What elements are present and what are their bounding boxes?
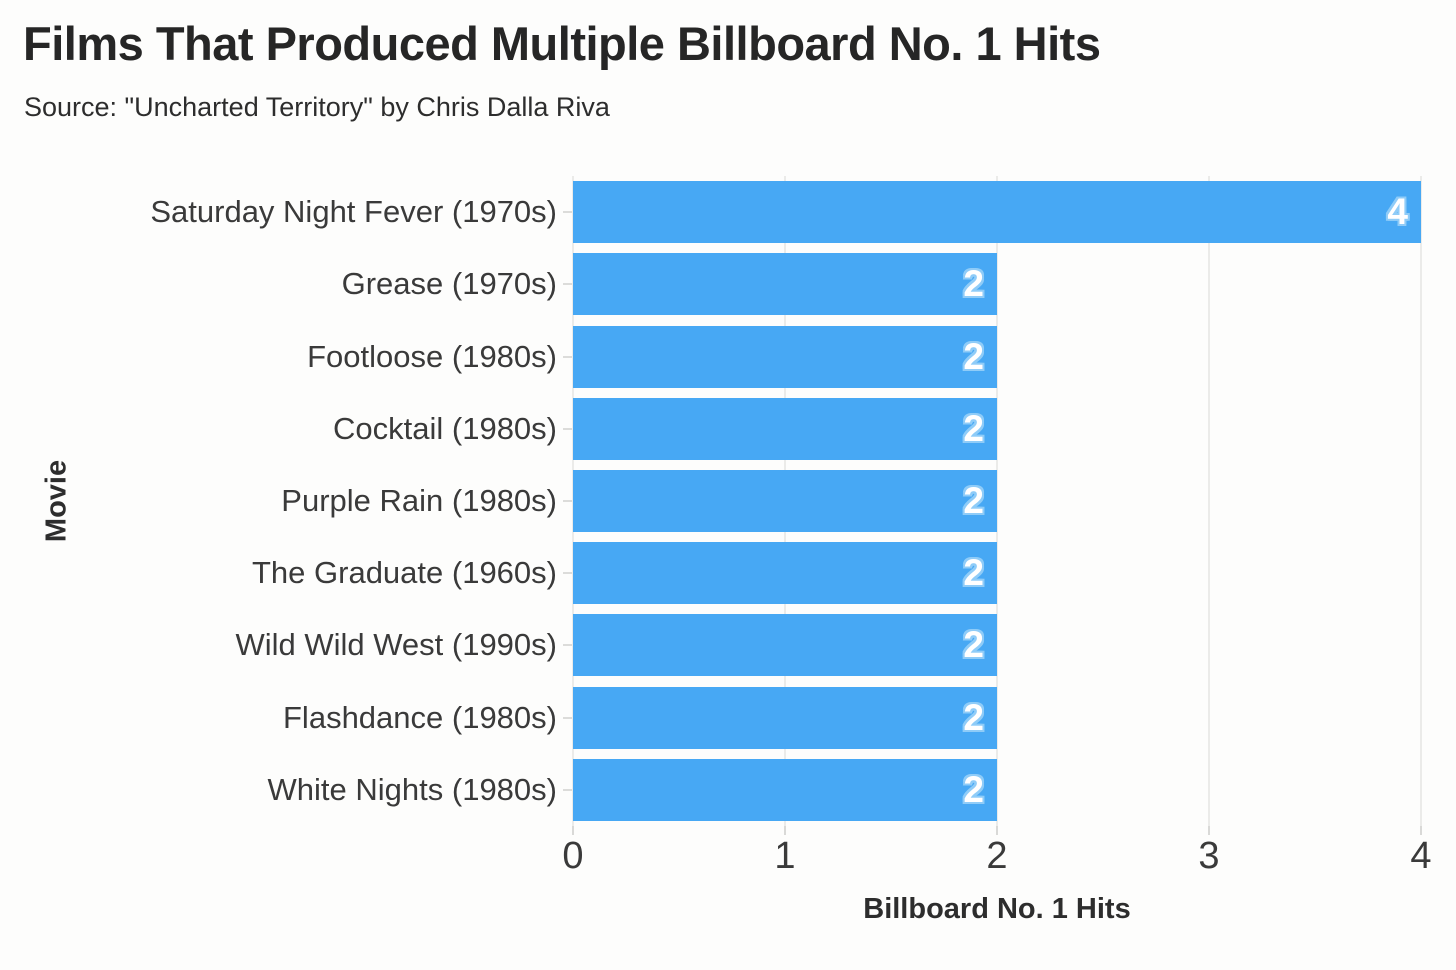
bar-value-label: 4 (1387, 191, 1408, 233)
category-label: Saturday Night Fever (1970s) (150, 194, 557, 230)
x-axis-title: Billboard No. 1 Hits (863, 893, 1131, 925)
category-label: Wild Wild West (1990s) (235, 627, 557, 663)
x-gridline (996, 176, 998, 826)
bar-row: 2 (573, 320, 1421, 392)
bar-row: 4 (573, 176, 1421, 248)
category-tick-mark (563, 355, 573, 358)
category-tick-mark (563, 283, 573, 286)
category-label: Grease (1970s) (341, 266, 557, 302)
category-label: Flashdance (1980s) (283, 699, 557, 735)
bar-row: 2 (573, 609, 1421, 681)
category-label: White Nights (1980s) (267, 771, 557, 807)
bar-rows: 4 2 2 2 2 2 2 2 2 (573, 176, 1421, 826)
category-row: Purple Rain (1980s) (0, 465, 573, 537)
category-tick-mark (563, 427, 573, 430)
x-axis-ticks: 0 1 2 3 4 (562, 826, 1432, 890)
category-row: The Graduate (1960s) (0, 537, 573, 609)
bar: 2 (573, 325, 997, 388)
category-tick-mark (563, 211, 573, 214)
category-label: Footloose (1980s) (307, 338, 557, 374)
x-tick-label: 1 (774, 835, 796, 877)
x-tick-label: 0 (562, 835, 584, 877)
category-tick-mark (563, 644, 573, 647)
category-row: Footloose (1980s) (0, 320, 573, 392)
x-tick-mark (1208, 826, 1210, 835)
category-axis-labels: Saturday Night Fever (1970s) Grease (1970… (0, 176, 573, 826)
bar-value-label: 2 (963, 479, 984, 521)
bar-value-label: 2 (963, 552, 984, 594)
bar-value-label: 2 (963, 624, 984, 666)
category-tick-mark (563, 572, 573, 575)
x-tick-label: 4 (1410, 835, 1432, 877)
x-gridline (1208, 176, 1210, 826)
bar-value-label: 2 (963, 263, 984, 305)
category-row: Grease (1970s) (0, 248, 573, 320)
bar: 2 (573, 686, 997, 749)
category-tick-mark (563, 499, 573, 502)
category-row: Cocktail (1980s) (0, 393, 573, 465)
bar: 2 (573, 253, 997, 316)
bar-value-label: 2 (963, 696, 984, 738)
x-tick-mark (572, 826, 574, 835)
bar-row: 2 (573, 465, 1421, 537)
category-tick-mark (563, 716, 573, 719)
bar-row: 2 (573, 248, 1421, 320)
bar-value-label: 2 (963, 335, 984, 377)
category-row: Wild Wild West (1990s) (0, 609, 573, 681)
category-label: Purple Rain (1980s) (281, 482, 557, 518)
x-tick-mark (1420, 826, 1422, 835)
bar: 2 (573, 397, 997, 460)
x-tick-mark (784, 826, 786, 835)
category-row: Flashdance (1980s) (0, 682, 573, 754)
x-gridline (1420, 176, 1422, 826)
x-tick-label: 2 (986, 835, 1008, 877)
bar: 4 (573, 181, 1421, 244)
x-tick-label: 3 (1198, 835, 1220, 877)
bar-value-label: 2 (963, 768, 984, 810)
bar-row: 2 (573, 537, 1421, 609)
chart-title: Films That Produced Multiple Billboard N… (23, 17, 1101, 70)
category-label: The Graduate (1960s) (251, 555, 557, 591)
bar-value-label: 2 (963, 407, 984, 449)
plot-area: 4 2 2 2 2 2 2 2 2 (572, 176, 1422, 826)
category-tick-mark (563, 788, 573, 791)
category-label: Cocktail (1980s) (333, 410, 557, 446)
category-row: Saturday Night Fever (1970s) (0, 176, 573, 248)
bar: 2 (573, 614, 997, 677)
bar: 2 (573, 758, 997, 821)
category-row: White Nights (1980s) (0, 754, 573, 826)
bar-row: 2 (573, 682, 1421, 754)
bar-row: 2 (573, 393, 1421, 465)
bar: 2 (573, 469, 997, 532)
x-tick-mark (996, 826, 998, 835)
bar-row: 2 (573, 754, 1421, 826)
bar: 2 (573, 542, 997, 605)
chart-subtitle: Source: "Uncharted Territory" by Chris D… (24, 92, 610, 122)
